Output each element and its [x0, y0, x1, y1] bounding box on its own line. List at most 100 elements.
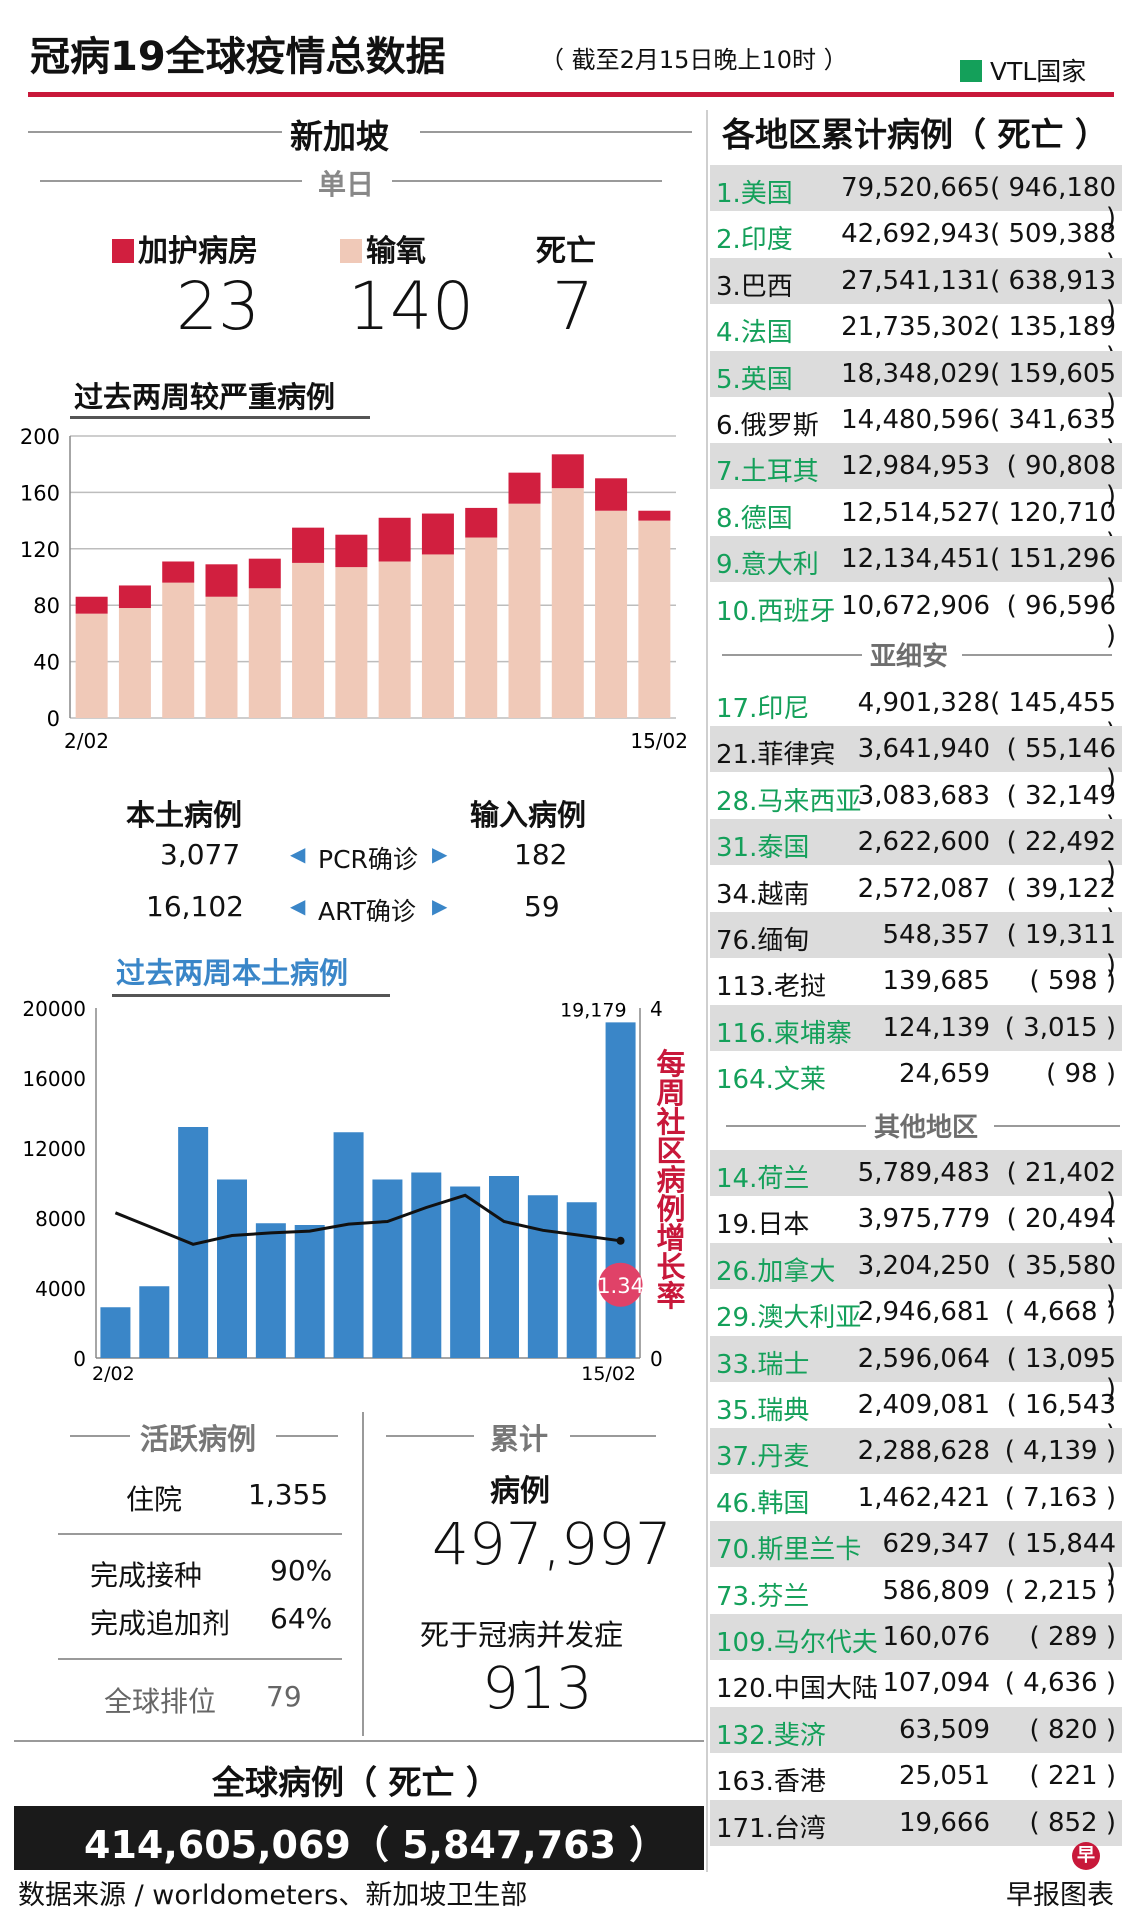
art-local-value: 16,102: [146, 890, 244, 923]
deaths-label: 死亡: [536, 234, 596, 269]
bar-local-cases: [333, 1132, 364, 1358]
y2-tick-label: 4: [650, 997, 663, 1021]
region-name: 17.印尼: [716, 694, 810, 724]
cumulative-label: 累计: [490, 1422, 549, 1456]
region-name: 3.巴西: [716, 271, 793, 302]
bar-oxygen: [248, 588, 281, 718]
covid-deaths-label: 死于冠病并发症: [420, 1618, 624, 1652]
bar-local-cases: [372, 1179, 403, 1358]
region-cases: 18,348,029: [841, 358, 990, 389]
region-cases: 79,520,665: [841, 173, 990, 203]
region-cases: 12,134,451: [841, 544, 990, 575]
pcr-local-value: 3,077: [160, 838, 241, 871]
active-cases-label: 活跃病例: [140, 1422, 257, 1456]
region-deaths: ( 96,596 ): [1006, 590, 1116, 651]
region-row: 21.菲律宾 3,641,940 ( 55,146 ): [710, 726, 1122, 794]
growth-rate-label: 1.34: [597, 1274, 644, 1298]
region-cases: 3,975,779: [857, 1204, 990, 1235]
region-deaths: ( 90,808 ): [1006, 451, 1116, 512]
bar-icu: [508, 472, 541, 504]
bar-local-cases: [139, 1286, 170, 1358]
region-name: 4.法国: [716, 318, 793, 349]
header-rule: [28, 92, 1114, 97]
booster-value: 64%: [270, 1602, 333, 1635]
vaccinated-value: 90%: [270, 1554, 333, 1587]
region-cases: 2,946,681: [857, 1297, 990, 1328]
singapore-title: 新加坡: [290, 117, 389, 156]
region-cases: 124,139: [882, 1012, 990, 1043]
bar-icu: [465, 507, 498, 538]
vtl-legend-label: VTL国家: [990, 57, 1087, 86]
region-name: 28.马来西亚: [716, 786, 862, 817]
region-row: 164.文莱 24,659 ( 98 ): [710, 1051, 1122, 1097]
region-cases: 1,462,421: [857, 1482, 990, 1513]
region-deaths: ( 4,636 ): [1004, 1668, 1116, 1699]
local-cases-chart: 0 4000 8000 12000 16000 20000 0 4 1.34 19,179 2/02…: [22, 997, 663, 1385]
region-row: 113.老挝 139,685 ( 598 ): [710, 958, 1122, 1004]
region-deaths: ( 946,180 ): [990, 173, 1116, 233]
y-tick-label: 12000: [22, 1137, 86, 1161]
x-tick-label: 15/02: [581, 1363, 636, 1385]
region-row: 3.巴西 27,541,131( 638,913 ): [710, 257, 1122, 326]
region-name: 171.台湾: [716, 1813, 826, 1844]
bar-oxygen: [638, 520, 671, 718]
region-name: 29.澳大利亚: [716, 1303, 862, 1334]
region-cases: 25,051: [899, 1761, 990, 1792]
graphic-credit: 早报图表: [1006, 1880, 1114, 1911]
region-name: 34.越南: [716, 879, 810, 910]
region-deaths: ( 852 ): [1029, 1807, 1116, 1838]
region-deaths: ( 638,913 ): [990, 265, 1116, 326]
y-tick-label: 0: [73, 1347, 86, 1371]
region-cases: 107,094: [882, 1668, 990, 1699]
oxygen-legend: 输氧: [340, 226, 426, 270]
y-tick-label: 80: [33, 594, 60, 618]
region-cases: 21,735,302: [841, 312, 990, 343]
region-name: 73.芬兰: [716, 1581, 810, 1612]
bar-oxygen: [465, 537, 498, 718]
region-name: 132.斐济: [716, 1720, 826, 1751]
divider: [570, 1435, 656, 1437]
region-deaths: ( 55,146 ): [1006, 734, 1116, 795]
region-name: 1.美国: [716, 179, 793, 209]
region-name: 164.文莱: [716, 1065, 826, 1096]
bar-value-label: 19,179: [560, 999, 626, 1021]
region-row: 29.澳大利亚 2,946,681 ( 4,668 ): [710, 1289, 1122, 1335]
region-row: 76.缅甸 548,357 ( 19,311 ): [710, 912, 1122, 980]
region-row: 5.英国 18,348,029( 159,605 ): [710, 350, 1122, 419]
data-source: 数据来源 / worldometers、新加坡卫生部: [18, 1880, 528, 1911]
growth-axis-label: 每周社区病例增长率: [656, 1047, 686, 1313]
region-name: 2.印度: [716, 225, 793, 256]
divider: [722, 654, 862, 656]
region-deaths: ( 4,668 ): [1004, 1297, 1116, 1328]
region-row: 116.柬埔寨 124,139 ( 3,015 ): [710, 1004, 1122, 1051]
region-name: 7.土耳其: [716, 457, 819, 488]
region-cases: 548,357: [882, 920, 990, 950]
region-row: 14.荷兰 5,789,483 ( 21,402 ): [710, 1150, 1122, 1218]
region-cases: 2,622,600: [857, 827, 990, 858]
region-row: 70.斯里兰卡 629,347 ( 15,844 ): [710, 1521, 1122, 1589]
region-name: 46.韩国: [716, 1488, 810, 1519]
region-cases: 12,984,953: [841, 451, 990, 482]
region-cases: 4,901,328: [857, 688, 990, 718]
divider: [420, 131, 692, 133]
bar-icu: [638, 510, 671, 521]
region-cases: 63,509: [899, 1714, 990, 1745]
oxygen-swatch: [340, 239, 362, 263]
bar-local-cases: [450, 1186, 481, 1358]
region-deaths: ( 39,122 ): [1006, 873, 1116, 934]
bar-local-cases: [411, 1172, 442, 1358]
deaths-value: 7: [552, 268, 594, 345]
region-deaths: ( 35,580 ): [1006, 1250, 1116, 1311]
bar-icu: [118, 585, 151, 609]
region-row: 26.加拿大 3,204,250 ( 35,580 ): [710, 1242, 1122, 1311]
bar-icu: [335, 534, 368, 568]
region-deaths: ( 22,492 ): [1006, 827, 1116, 888]
region-deaths: ( 19,311 ): [1006, 920, 1116, 980]
icu-label: 加护病房: [138, 234, 258, 269]
zaobao-logo-glyph: 早: [1077, 1845, 1095, 1866]
bar-local-cases: [605, 1022, 636, 1358]
divider: [28, 131, 282, 133]
region-name: 10.西班牙: [716, 596, 836, 627]
